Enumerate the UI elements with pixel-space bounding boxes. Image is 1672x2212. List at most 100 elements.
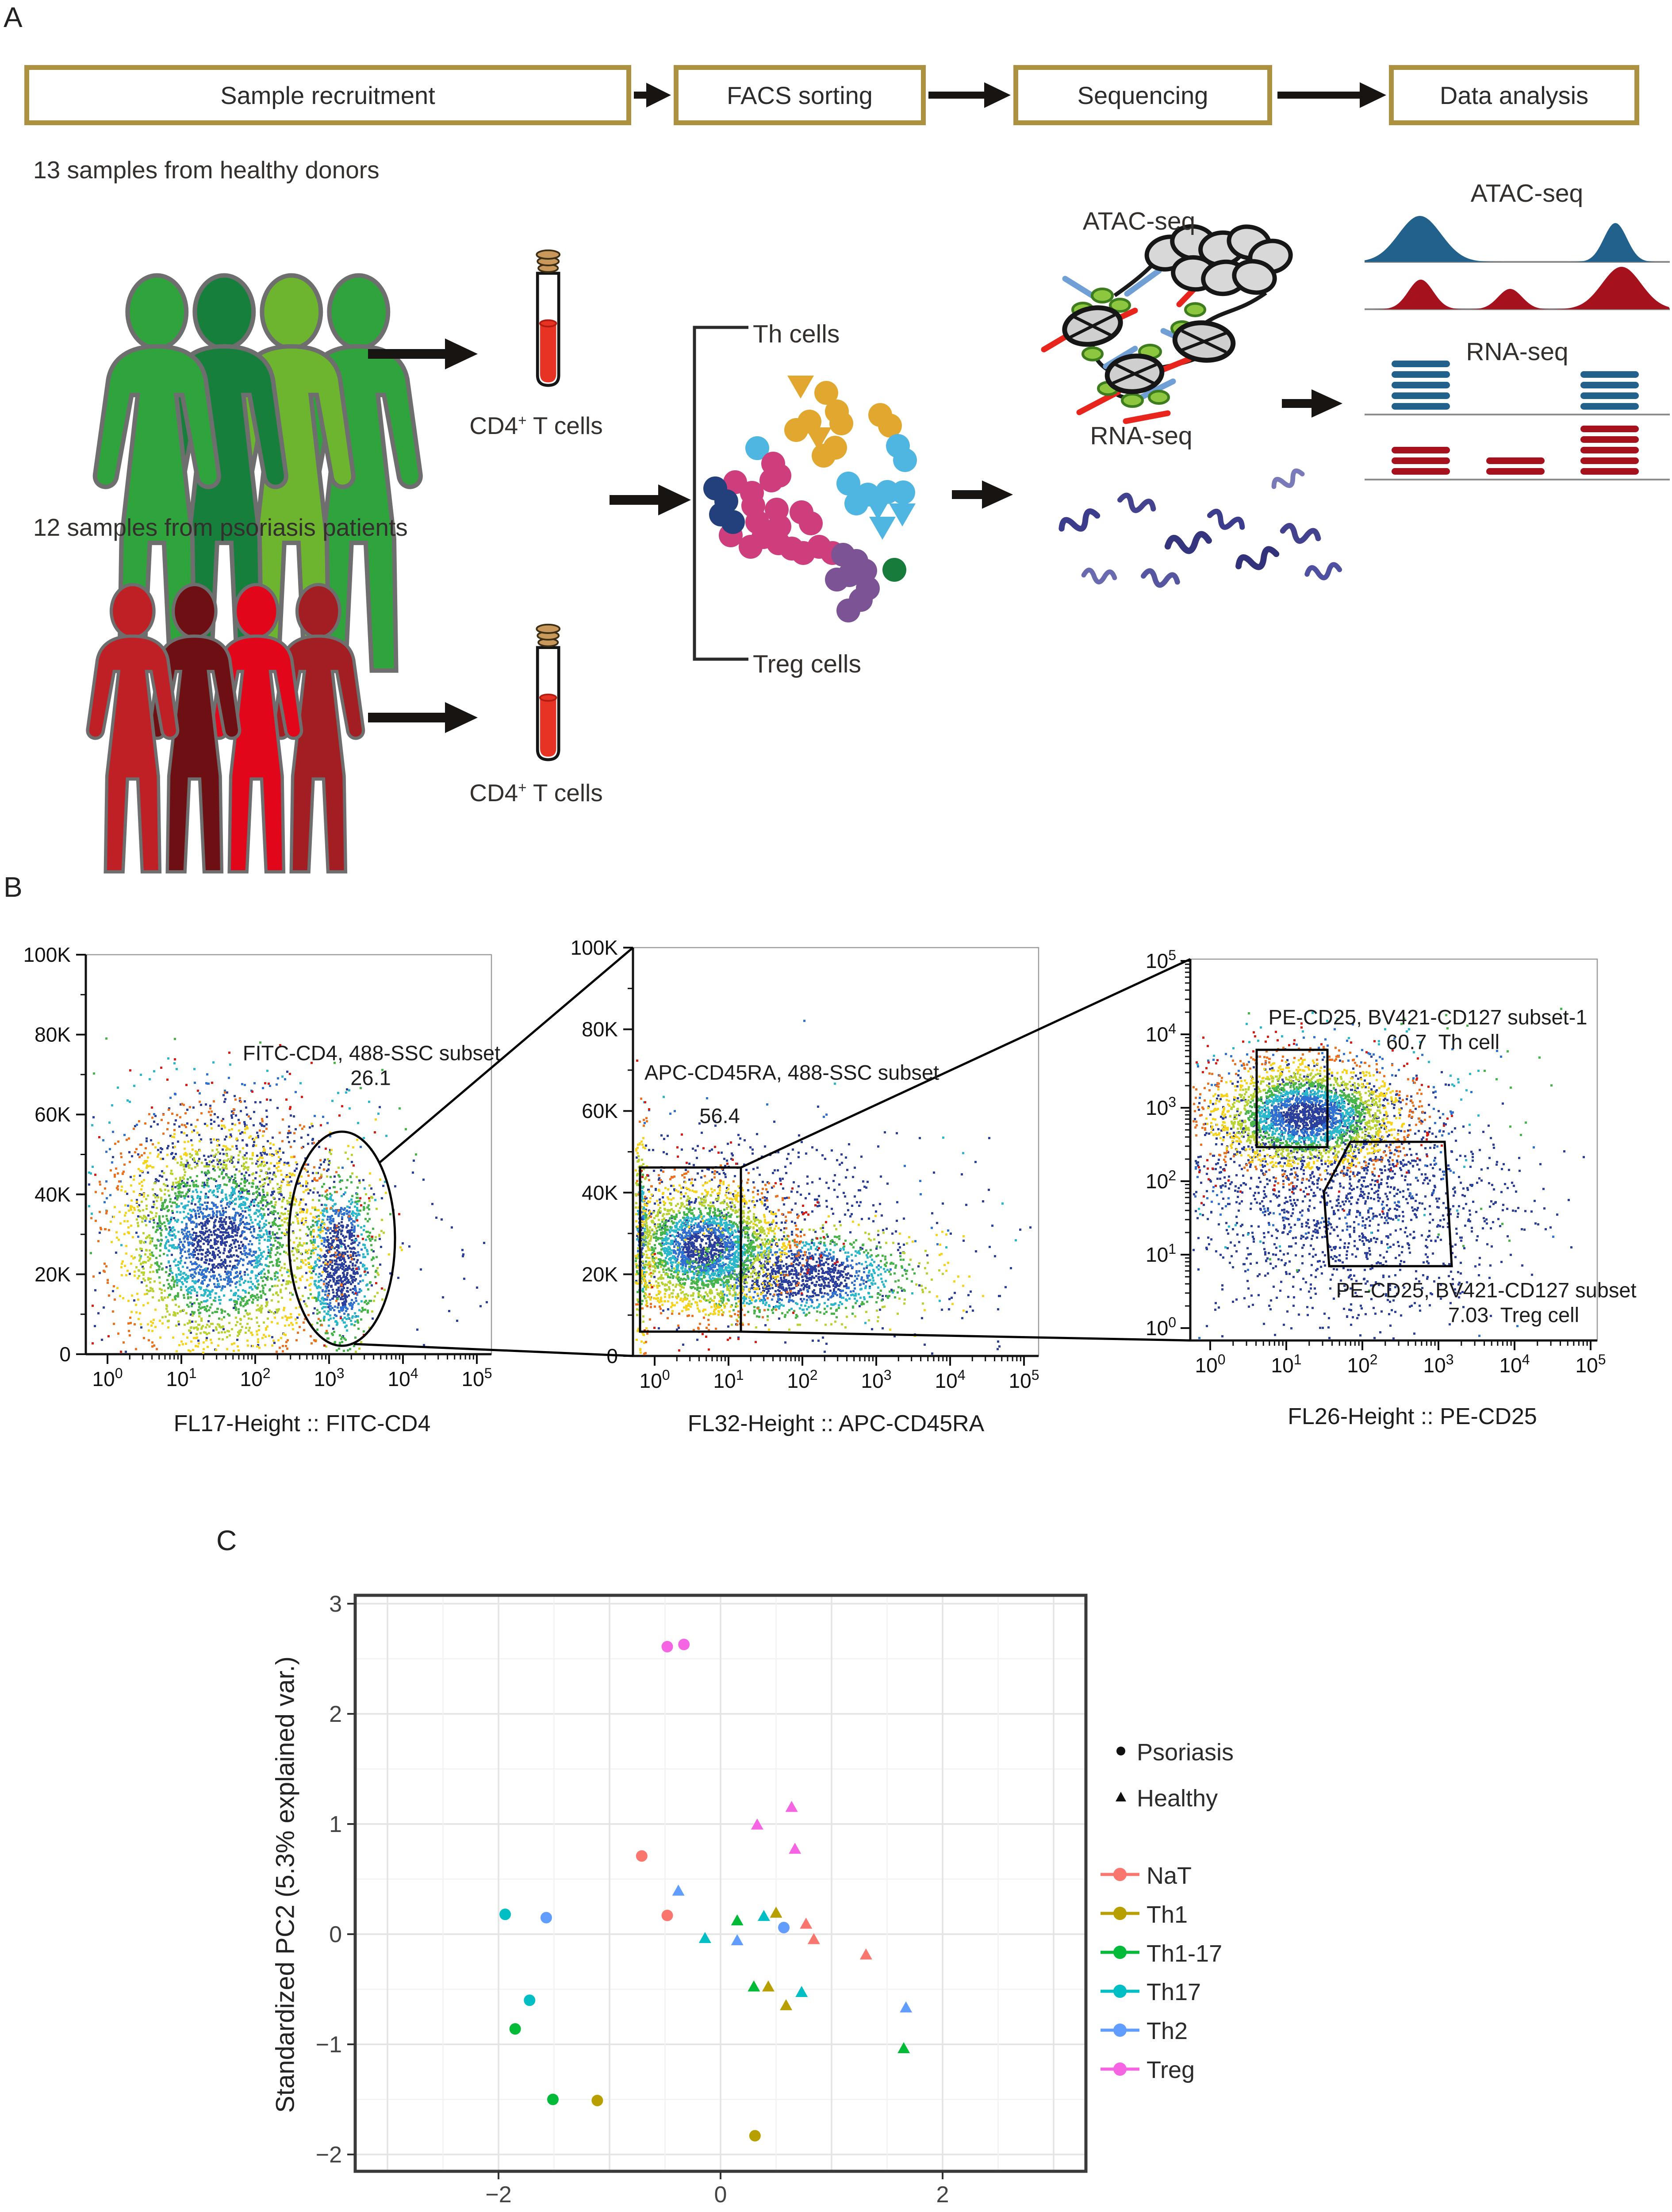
rna-seq-label-mid: RNA-seq	[1090, 422, 1193, 450]
gate-zoom-connector	[353, 1343, 633, 1357]
cd4-tcells-label-psoriasis: CD4+ T cells	[469, 779, 603, 806]
x-axis-title-plot2: FL32-Height :: APC-CD45RA	[687, 1411, 985, 1436]
pca-point-triangle	[672, 1884, 685, 1896]
legend-group-nat: NaT	[1147, 1863, 1192, 1889]
sorted-cell-dot	[882, 558, 906, 582]
pca-point-triangle	[789, 1843, 801, 1854]
sorted-cell-dot	[721, 510, 745, 534]
rna-reads-healthy	[1392, 361, 1450, 367]
healthy-samples-label: 13 samples from healthy donors	[33, 156, 380, 184]
flow-x-tick-label: 102	[1347, 1352, 1378, 1377]
rna-reads-healthy	[1392, 403, 1450, 410]
rna-seq-label-right: RNA-seq	[1466, 338, 1568, 366]
gate-value-plot2: 56.4	[699, 1104, 740, 1128]
legend-color-dot	[1113, 1868, 1127, 1881]
arrow-to-sequencing	[982, 480, 1013, 509]
pca-point-circle	[524, 1994, 536, 2006]
gate-label-plot1: FITC-CD4, 488-SSC subset	[242, 1041, 501, 1065]
flow-y-tick-label: 60K	[35, 1103, 71, 1126]
sorted-cell-triangle	[889, 503, 916, 526]
legend-healthy-marker	[1116, 1792, 1126, 1801]
flow-density-dots	[635, 1106, 1032, 1355]
legend-color-dot	[1113, 1985, 1127, 1998]
sorted-cell-dot	[745, 436, 769, 460]
atac-peaks-healthy	[1365, 216, 1670, 262]
rna-reads-healthy	[1392, 392, 1450, 399]
legend-group-th2: Th2	[1147, 2018, 1188, 2044]
step-label: Sample recruitment	[220, 81, 435, 109]
legend-color-dot	[1113, 1907, 1127, 1920]
pca-point-circle	[509, 2023, 521, 2035]
pca-point-circle	[547, 2093, 559, 2105]
flow-x-tick-label: 102	[787, 1367, 818, 1392]
flow-y-tick-label: 103	[1146, 1094, 1176, 1119]
th-gate-value: 60.7 Th cell	[1386, 1030, 1500, 1054]
flow-x-tick-label: 101	[1271, 1352, 1302, 1377]
flow-density-dots	[88, 1057, 387, 1332]
pca-point-triangle	[731, 1934, 744, 1945]
step-label: FACS sorting	[727, 81, 873, 109]
sorted-cell-dot	[836, 472, 860, 495]
pca-point-circle	[661, 1641, 673, 1653]
pca-y-tick-label: −2	[316, 2142, 342, 2168]
pca-y-tick-label: 2	[329, 1701, 342, 1727]
step-data-analysis: Data analysis	[1389, 65, 1639, 125]
flow-y-tick-label: 100	[1146, 1314, 1176, 1340]
pca-point-triangle	[751, 1818, 763, 1830]
sorted-cell-dot	[825, 568, 849, 591]
flow-y-tick-label: 102	[1146, 1167, 1176, 1193]
gate-zoom-connector	[379, 947, 634, 1164]
pca-point-triangle	[785, 1801, 798, 1812]
treg-gate-label: PE-CD25, BV421-CD127 subset	[1336, 1278, 1637, 1302]
legend-group-th1-17: Th1-17	[1147, 1940, 1223, 1967]
flow-gate	[288, 1130, 396, 1347]
x-axis-title-plot1: FL17-Height :: FITC-CD4	[173, 1411, 431, 1436]
chromatin-icon	[1041, 224, 1293, 424]
rna-reads-healthy	[1580, 392, 1639, 399]
flow-y-tick-label: 40K	[582, 1181, 618, 1204]
arrow-healthy-to-tube	[445, 338, 478, 369]
flow-x-tick-label: 102	[240, 1365, 271, 1390]
x-axis-title-plot3: FL26-Height :: PE-CD25	[1288, 1404, 1537, 1429]
arrow-step-3-4	[1360, 82, 1386, 108]
legend-group-th1: Th1	[1147, 1901, 1188, 1928]
flow-x-tick-label: 101	[166, 1365, 197, 1390]
pca-point-circle	[661, 1909, 673, 1921]
flow-y-tick-label: 20K	[35, 1263, 71, 1286]
rna-reads-healthy	[1392, 371, 1450, 378]
rna-reads-psoriasis	[1580, 447, 1639, 453]
sorted-cell-dot	[759, 469, 783, 492]
legend-psoriasis-marker	[1116, 1747, 1125, 1755]
pca-point-triangle	[800, 1917, 813, 1929]
pca-point-circle	[591, 2094, 603, 2106]
pca-point-triangle	[698, 1932, 711, 1943]
pca-point-circle	[540, 1912, 552, 1924]
step-sequencing: Sequencing	[1013, 65, 1272, 125]
pca-point-triangle	[807, 1933, 820, 1944]
cd4-tcells-label-healthy: CD4+ T cells	[469, 412, 603, 439]
flow-x-tick-label: 104	[935, 1367, 966, 1392]
pca-y-tick-label: 0	[329, 1922, 342, 1947]
cd4-tube-psoriasis	[537, 625, 560, 760]
flow-y-tick-label: 101	[1146, 1241, 1176, 1266]
legend-healthy-label: Healthy	[1137, 1785, 1218, 1812]
th-gate-label: PE-CD25, BV421-CD127 subset-1	[1268, 1005, 1588, 1029]
flow-x-tick-label: 105	[462, 1365, 492, 1390]
th-treg-bracket	[693, 326, 748, 661]
flow-density-dots	[102, 1073, 363, 1318]
flow-gate	[1255, 1048, 1329, 1148]
pca-point-triangle	[770, 1906, 782, 1918]
flow-x-tick-label: 101	[713, 1367, 744, 1392]
flow-x-tick-label: 100	[92, 1365, 123, 1390]
pca-point-triangle	[731, 1914, 744, 1926]
step-facs-sorting: FACS sorting	[674, 65, 926, 125]
th-cells-label: Th cells	[753, 320, 840, 348]
flow-density-dots	[636, 1083, 1017, 1324]
atac-seq-label-right: ATAC-seq	[1470, 179, 1584, 207]
atac-peaks-psoriasis	[1365, 267, 1670, 309]
atac-seq-label-mid: ATAC-seq	[1082, 207, 1196, 235]
legend-group-th17: Th17	[1147, 1979, 1201, 2005]
rna-reads-psoriasis	[1580, 457, 1639, 464]
flow-y-tick-label: 80K	[35, 1023, 71, 1046]
